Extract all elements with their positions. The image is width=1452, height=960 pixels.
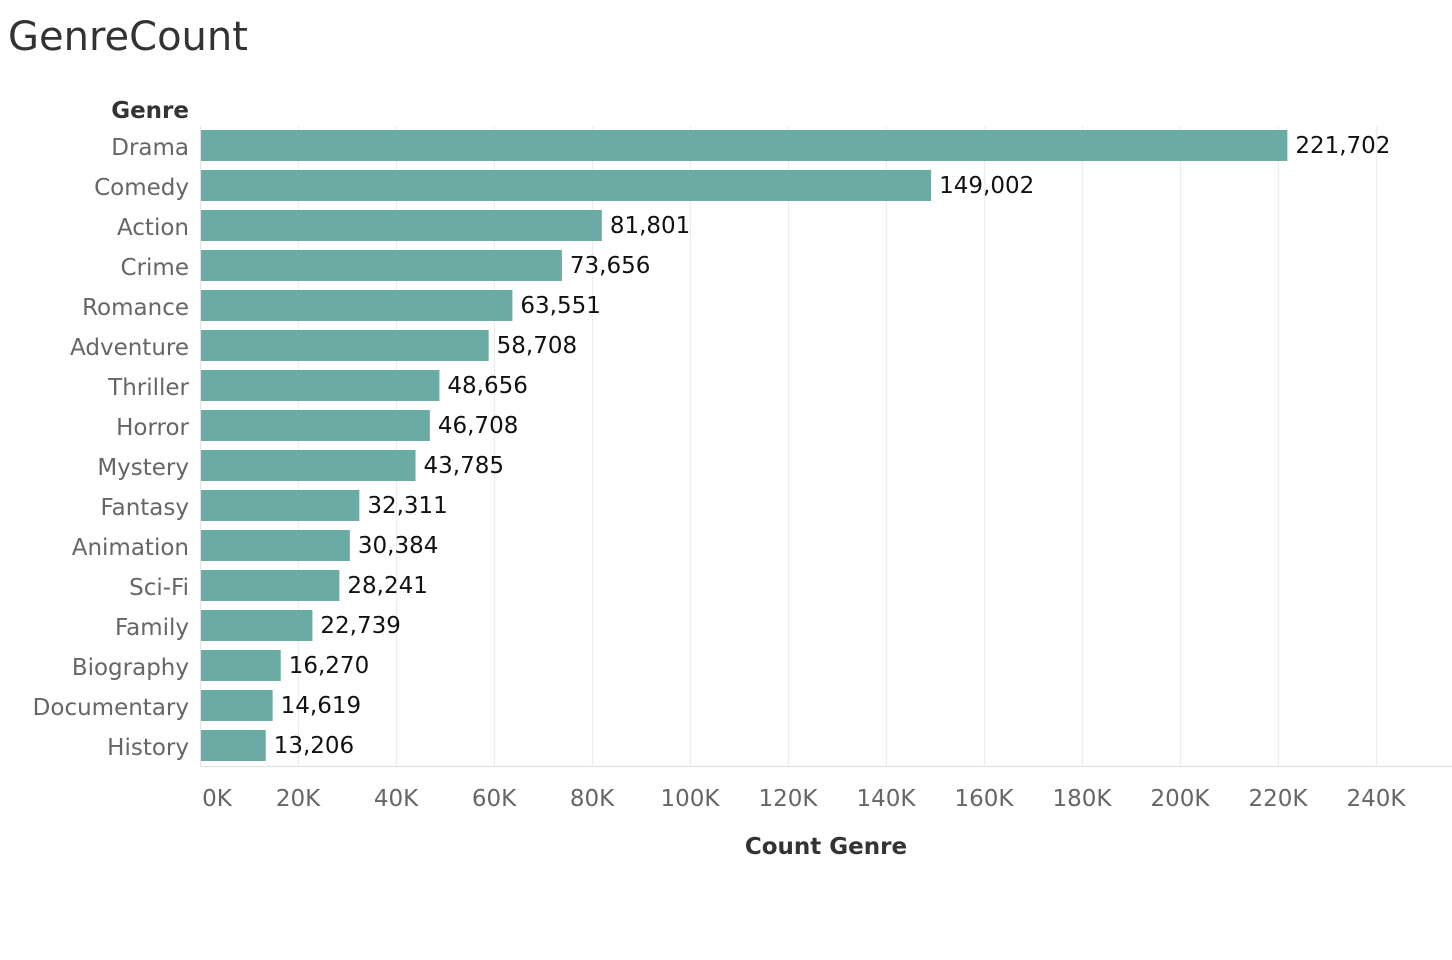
x-tick-label: 220K: [1249, 786, 1309, 812]
category-label: Fantasy: [101, 495, 190, 521]
x-tick-label: 20K: [276, 786, 321, 812]
bar: [201, 450, 416, 481]
bar: [201, 490, 360, 521]
category-label: Thriller: [107, 375, 189, 401]
bar: [201, 410, 430, 441]
bar: [201, 690, 273, 721]
data-label: 81,801: [610, 213, 690, 239]
x-axis-title: Count Genre: [745, 834, 907, 860]
category-label: Horror: [116, 415, 189, 441]
x-tick-label: 140K: [857, 786, 917, 812]
category-label: Drama: [111, 135, 189, 161]
x-tick-label: 200K: [1151, 786, 1211, 812]
category-label: Family: [115, 615, 189, 641]
bar: [201, 370, 440, 401]
value-labels: 221,702 149,002 81,801 73,656 63,551 58,708 48…: [274, 133, 1391, 759]
x-tick-label: 0K: [202, 786, 233, 812]
data-label: 149,002: [939, 173, 1034, 199]
bar: [201, 610, 313, 641]
category-label: Crime: [121, 255, 189, 281]
category-label: Adventure: [70, 335, 189, 361]
x-axis-ticks: 0K 20K 40K 60K 80K 100K 120K 140K 160K 180K 200K 22…: [202, 786, 1406, 812]
bar: [201, 570, 340, 601]
data-label: 22,739: [320, 613, 400, 639]
data-label: 32,311: [367, 493, 447, 519]
x-tick-label: 60K: [472, 786, 517, 812]
sheet-title: GenreCount: [8, 14, 248, 60]
x-tick-label: 160K: [955, 786, 1015, 812]
data-label: 43,785: [424, 453, 504, 479]
bar: [201, 650, 281, 681]
category-label: Biography: [72, 655, 189, 681]
bar: [201, 330, 489, 361]
category-label: Action: [117, 215, 189, 241]
data-label: 13,206: [274, 733, 354, 759]
bar: [201, 130, 1288, 161]
category-label: Animation: [72, 535, 189, 561]
data-label: 63,551: [520, 293, 600, 319]
x-tick-label: 180K: [1053, 786, 1113, 812]
category-labels: Drama Comedy Action Crime Romance Adventure Th…: [33, 135, 190, 761]
data-label: 30,384: [358, 533, 438, 559]
bars: [201, 130, 1288, 761]
bar: [201, 530, 350, 561]
x-tick-label: 240K: [1347, 786, 1407, 812]
data-label: 73,656: [570, 253, 650, 279]
bar: [201, 250, 562, 281]
bar: [201, 170, 932, 201]
data-label: 46,708: [438, 413, 518, 439]
x-tick-label: 80K: [570, 786, 615, 812]
category-label: Comedy: [94, 175, 189, 201]
bar: [201, 730, 266, 761]
category-label: Documentary: [33, 695, 189, 721]
x-tick-label: 40K: [374, 786, 419, 812]
category-label: Romance: [82, 295, 189, 321]
category-label: Mystery: [97, 455, 189, 481]
data-label: 16,270: [289, 653, 369, 679]
bar: [201, 210, 602, 241]
data-label: 28,241: [347, 573, 427, 599]
data-label: 14,619: [281, 693, 361, 719]
data-label: 58,708: [497, 333, 577, 359]
category-label: Sci-Fi: [129, 575, 189, 601]
category-label: History: [107, 735, 189, 761]
x-tick-label: 100K: [661, 786, 721, 812]
row-header-label: Genre: [111, 98, 189, 124]
x-tick-label: 120K: [759, 786, 819, 812]
bar: [201, 290, 513, 321]
data-label: 221,702: [1295, 133, 1390, 159]
data-label: 48,656: [447, 373, 527, 399]
